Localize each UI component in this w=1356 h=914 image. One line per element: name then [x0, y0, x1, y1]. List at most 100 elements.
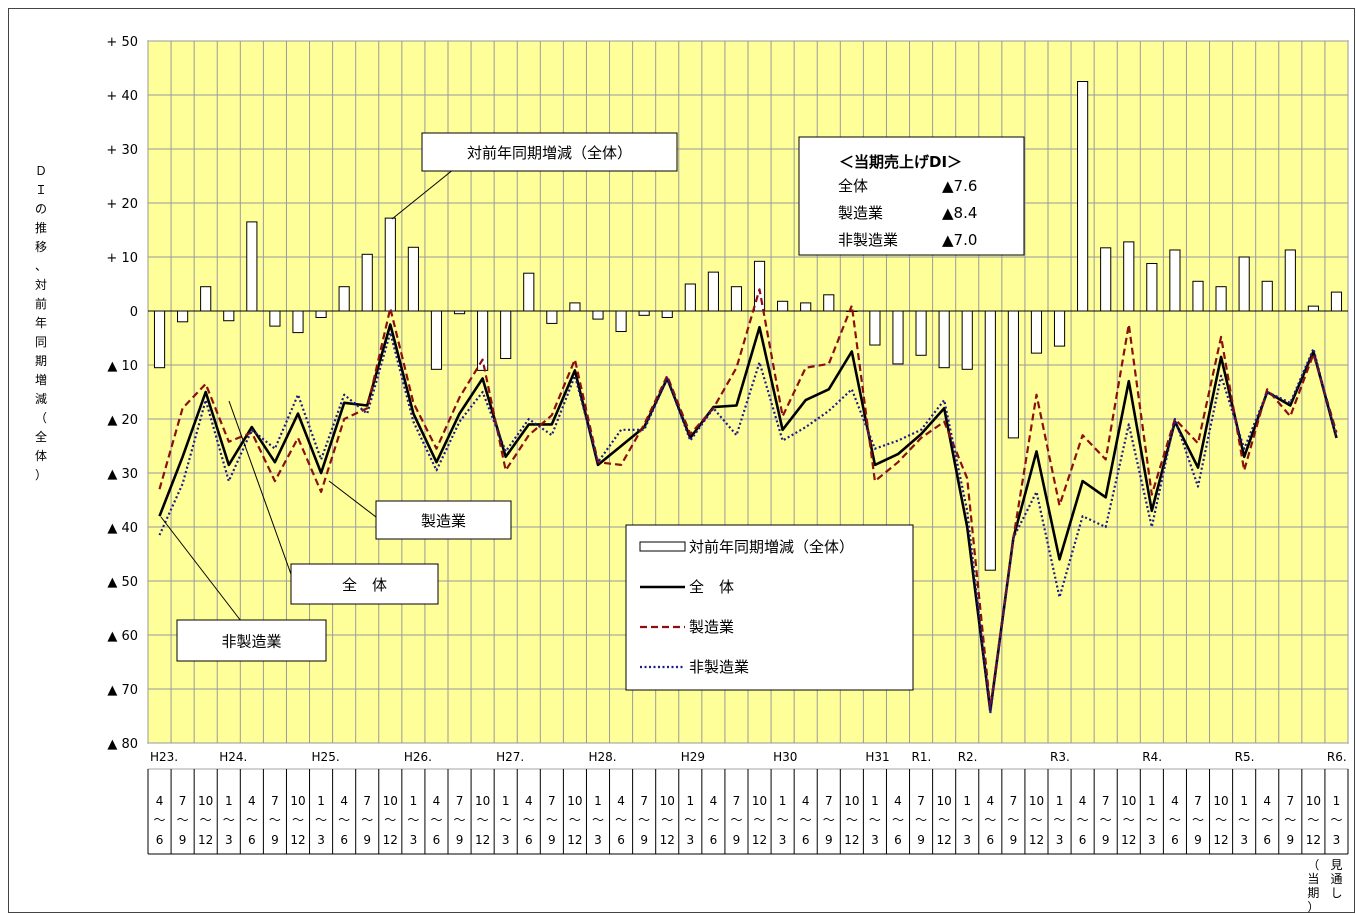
- bar-yoy-change: [177, 310, 189, 323]
- quarter-start-label: 1: [779, 794, 787, 808]
- tilde-label: ～: [269, 813, 281, 827]
- quarter-end-label: 6: [248, 833, 256, 847]
- quarter-start-label: 1: [225, 794, 233, 808]
- quarter-end-label: 9: [456, 833, 464, 847]
- period-note-char: （: [1307, 858, 1319, 872]
- tilde-label: ～: [938, 813, 950, 827]
- bar-yoy-change: [407, 246, 419, 312]
- tilde-label: ～: [984, 813, 996, 827]
- quarter-start-label: 7: [1194, 794, 1202, 808]
- quarter-start-label: 1: [1056, 794, 1064, 808]
- quarter-start-label: 4: [340, 794, 348, 808]
- quarter-end-label: 6: [986, 833, 994, 847]
- tilde-label: ～: [407, 813, 419, 827]
- tilde-label: ～: [523, 813, 535, 827]
- quarter-end-label: 9: [271, 833, 279, 847]
- year-label: H28.: [588, 750, 616, 764]
- y-tick-label: ▲ 50: [107, 575, 138, 590]
- tilde-label: ～: [1123, 813, 1135, 827]
- y-axis-title-char: 、: [35, 259, 47, 273]
- tilde-label: ～: [500, 813, 512, 827]
- year-label: H27.: [496, 750, 524, 764]
- period-note-char: 見: [1330, 858, 1342, 872]
- tilde-label: ～: [1169, 813, 1181, 827]
- quarter-start-label: 4: [617, 794, 625, 808]
- year-label: H24.: [219, 750, 247, 764]
- y-axis-title-char: 年: [35, 316, 47, 330]
- quarter-start-label: 10: [567, 794, 582, 808]
- quarter-start-label: 7: [456, 794, 464, 808]
- quarter-start-label: 4: [1263, 794, 1271, 808]
- infobox-row-value: ▲7.6: [942, 177, 977, 195]
- quarter-start-label: 7: [271, 794, 279, 808]
- bar-yoy-change: [730, 286, 743, 312]
- y-axis-title-char: 同: [35, 335, 47, 349]
- tilde-label: ～: [477, 813, 489, 827]
- quarter-start-label: 7: [1102, 794, 1110, 808]
- legend-label: 製造業: [689, 618, 734, 636]
- bar-yoy-change: [500, 310, 512, 360]
- quarter-end-label: 3: [871, 833, 879, 847]
- y-tick-label: + 50: [106, 35, 138, 50]
- y-axis-title-char: 前: [35, 296, 47, 311]
- quarter-end-label: 6: [1171, 833, 1179, 847]
- bar-yoy-change: [361, 253, 373, 312]
- quarter-start-label: 4: [1171, 794, 1179, 808]
- tilde-label: ～: [1307, 813, 1319, 827]
- tilde-label: ～: [961, 813, 973, 827]
- tilde-label: ～: [1054, 813, 1066, 827]
- y-axis-title-char: 全: [35, 429, 47, 444]
- bar-yoy-change: [430, 310, 443, 370]
- infobox-row-label: 製造業: [838, 204, 883, 222]
- quarter-end-label: 9: [733, 833, 741, 847]
- year-label: R4.: [1142, 750, 1162, 764]
- infobox-row-value: ▲7.0: [942, 231, 977, 249]
- quarter-start-label: 4: [248, 794, 256, 808]
- tilde-label: ～: [430, 813, 442, 827]
- infobox-title: ＜当期売上げDI＞: [839, 153, 962, 171]
- bar-yoy-change: [592, 310, 604, 320]
- callout-manuf-label: 製造業: [421, 512, 466, 530]
- tilde-label: ～: [338, 813, 350, 827]
- quarter-end-label: 12: [1213, 833, 1228, 847]
- bar-yoy-change: [915, 310, 927, 356]
- tilde-label: ～: [638, 813, 650, 827]
- quarter-start-label: 10: [660, 794, 675, 808]
- quarter-end-label: 12: [198, 833, 213, 847]
- leader-nonmanuf: [160, 516, 242, 622]
- quarter-end-label: 9: [917, 833, 925, 847]
- y-tick-label: ▲ 10: [107, 359, 138, 374]
- bar-yoy-change: [246, 221, 258, 312]
- quarter-end-label: 9: [363, 833, 371, 847]
- series-line-dotted: [158, 331, 1338, 715]
- tilde-label: ～: [800, 813, 812, 827]
- tilde-label: ～: [661, 813, 673, 827]
- leader-bars: [391, 168, 455, 220]
- quarter-start-label: 10: [1213, 794, 1228, 808]
- quarter-start-label: 1: [1333, 794, 1341, 808]
- quarter-end-label: 9: [1286, 833, 1294, 847]
- tilde-label: ～: [1215, 813, 1227, 827]
- quarter-start-label: 7: [825, 794, 833, 808]
- quarter-start-label: 1: [1148, 794, 1156, 808]
- y-tick-label: + 30: [106, 143, 138, 158]
- y-axis-title-char: の: [35, 202, 47, 216]
- quarter-end-label: 12: [844, 833, 859, 847]
- bar-yoy-change: [223, 310, 235, 322]
- tilde-label: ～: [1007, 813, 1019, 827]
- bar-yoy-change: [892, 310, 904, 365]
- chart-frame: + 50 + 40 + 30 + 20 + 10 0 ▲ 10 ▲ 20 ▲ 30 ▲ 40 ▲ 5…: [8, 8, 1355, 914]
- infobox: [798, 136, 1025, 256]
- tilde-label: ～: [569, 813, 581, 827]
- y-tick-label: ▲ 40: [107, 521, 138, 536]
- tilde-label: ～: [1100, 813, 1112, 827]
- y-axis-title-char: 増: [35, 373, 47, 387]
- quarter-end-label: 12: [290, 833, 305, 847]
- quarter-start-label: 10: [1121, 794, 1136, 808]
- quarter-start-label: 7: [1010, 794, 1018, 808]
- quarter-end-label: 6: [433, 833, 441, 847]
- y-tick-label: + 40: [106, 89, 138, 104]
- tilde-label: ～: [177, 813, 189, 827]
- year-label: H31: [865, 750, 889, 764]
- tilde-label: ～: [1330, 813, 1342, 827]
